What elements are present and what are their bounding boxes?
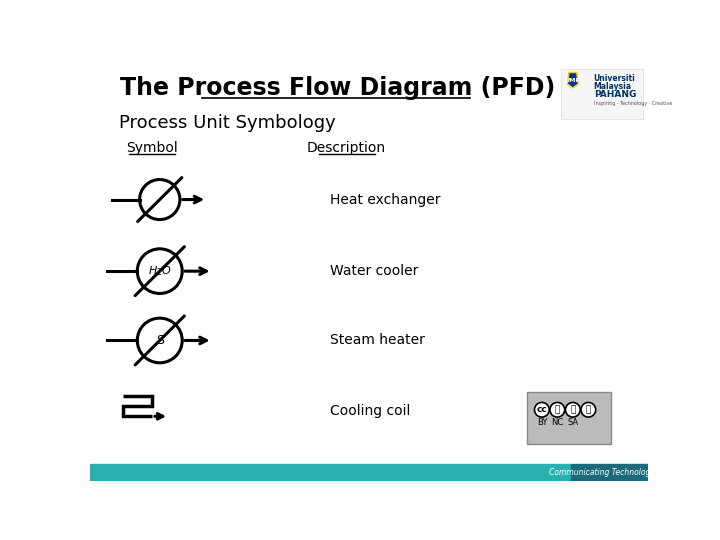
Text: Cooling coil: Cooling coil (330, 404, 410, 418)
Text: BY: BY (536, 418, 547, 427)
Text: cc: cc (536, 405, 547, 414)
Text: Communicating Technology: Communicating Technology (549, 468, 654, 477)
Text: Ⓢ: Ⓢ (570, 405, 575, 414)
Text: Process Unit Symbology: Process Unit Symbology (120, 113, 336, 132)
Text: Universiti: Universiti (594, 74, 636, 83)
Text: UMP: UMP (564, 78, 581, 83)
Text: Symbol: Symbol (126, 141, 178, 155)
Circle shape (534, 402, 549, 417)
Text: Heat exchanger: Heat exchanger (330, 193, 441, 206)
Text: Malaysia: Malaysia (594, 82, 631, 91)
Bar (570, 464, 648, 481)
Text: Inspiring · Technology · Creative: Inspiring · Technology · Creative (594, 101, 672, 106)
Text: Ⓢ: Ⓢ (585, 405, 591, 414)
Polygon shape (567, 72, 578, 88)
Bar (561, 69, 642, 119)
Text: $H_2O$: $H_2O$ (148, 264, 171, 278)
Text: Description: Description (306, 141, 385, 155)
Circle shape (550, 402, 564, 417)
Circle shape (138, 249, 182, 294)
Text: The Process Flow Diagram (PFD): The Process Flow Diagram (PFD) (120, 76, 556, 100)
Circle shape (138, 318, 182, 363)
Text: SA: SA (567, 418, 578, 427)
Bar (90, 464, 570, 481)
Text: ⓘ: ⓘ (554, 405, 560, 414)
Text: PAHANG: PAHANG (594, 90, 636, 99)
Circle shape (565, 402, 580, 417)
Circle shape (581, 402, 595, 417)
Text: Water cooler: Water cooler (330, 264, 418, 278)
Text: S: S (156, 334, 163, 347)
Circle shape (140, 179, 180, 220)
Text: Steam heater: Steam heater (330, 334, 425, 347)
Text: NC: NC (552, 418, 564, 427)
Bar (527, 392, 611, 444)
